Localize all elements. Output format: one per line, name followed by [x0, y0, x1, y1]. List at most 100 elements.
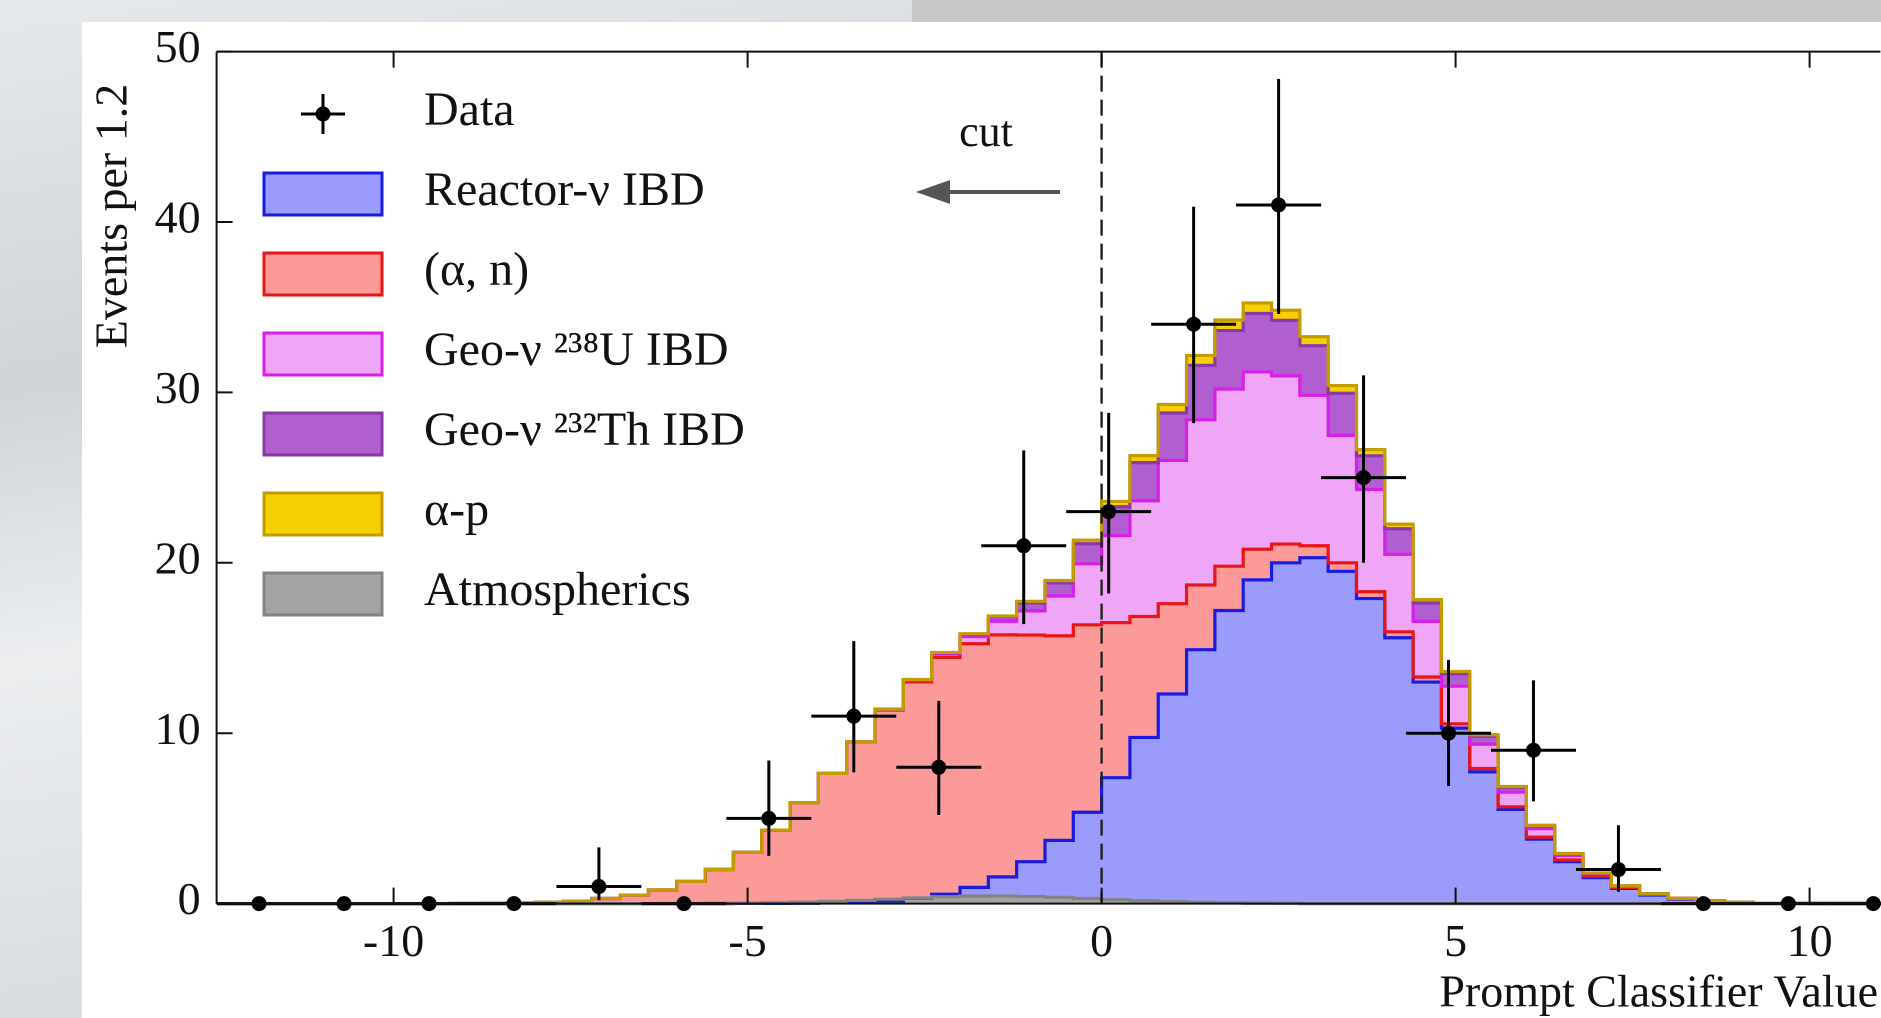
legend-swatch	[262, 251, 384, 297]
histogram-bar	[874, 709, 904, 902]
x-tick-label: 0	[1090, 915, 1113, 966]
legend-label: (α, n)	[424, 243, 529, 296]
histogram-bar	[1611, 888, 1640, 904]
histogram-bar	[1016, 610, 1046, 636]
histogram-bar	[1526, 838, 1556, 904]
histogram-bar	[1044, 582, 1074, 597]
histogram-bar	[988, 620, 1017, 636]
histogram-bar	[1356, 489, 1386, 593]
cut-arrow-head	[916, 180, 950, 204]
y-tick-label: 50	[155, 21, 201, 72]
histogram-bar	[1299, 345, 1329, 396]
histogram-bar	[1384, 637, 1414, 904]
histogram-bar	[761, 829, 791, 904]
cut-label: cut	[959, 107, 1013, 156]
legend-label: Atmospherics	[424, 563, 691, 616]
histogram-bar	[1554, 861, 1584, 904]
histogram-bar	[1157, 603, 1187, 695]
top-strip	[912, 0, 1881, 22]
histogram-bar	[988, 634, 1017, 878]
histogram-bar	[1327, 435, 1357, 564]
histogram-bar	[818, 773, 848, 904]
x-tick-label: -10	[363, 915, 424, 966]
x-tick-label: 10	[1787, 915, 1833, 966]
histogram-bar	[1072, 811, 1102, 904]
y-tick-label: 10	[155, 703, 201, 754]
histogram-bar	[1271, 562, 1301, 904]
histogram-bar	[1497, 791, 1527, 808]
histogram-bar	[1242, 548, 1272, 581]
histogram-bar	[1186, 419, 1216, 586]
x-tick-label: -5	[728, 915, 766, 966]
histogram-bar	[1356, 598, 1386, 904]
histogram-bar	[1072, 624, 1102, 813]
data-point	[1271, 197, 1287, 213]
histogram-bar	[1214, 610, 1244, 904]
histogram-bar	[1441, 727, 1471, 904]
histogram-bar	[648, 889, 678, 904]
histogram-bar	[1469, 743, 1499, 769]
histogram-bar	[1186, 649, 1216, 904]
data-point	[1525, 742, 1541, 758]
y-axis-label: Events per 1.2	[86, 84, 137, 348]
data-point	[1441, 725, 1457, 741]
histogram-bar	[903, 681, 932, 899]
data-point	[1356, 470, 1372, 486]
histogram-bar	[1412, 621, 1442, 678]
histogram-bar	[1327, 392, 1357, 436]
step-outline	[217, 301, 1881, 906]
histogram-bar	[1044, 595, 1074, 637]
histogram-bar	[1186, 365, 1216, 421]
histogram-bar	[1157, 460, 1187, 604]
histogram-bar	[1044, 635, 1074, 841]
histogram-bar	[1214, 330, 1244, 390]
histogram-bar	[1157, 412, 1187, 461]
histogram-bar	[1129, 500, 1159, 617]
legend-swatch	[262, 411, 384, 457]
legend-label: Geo-ν ²³⁸U IBD	[424, 323, 729, 376]
histogram-bar	[1044, 840, 1074, 904]
data-point	[846, 708, 862, 724]
histogram-bar	[1016, 634, 1046, 862]
data-point	[1016, 538, 1032, 554]
y-tick-label: 0	[178, 873, 201, 924]
y-tick-label: 30	[155, 362, 201, 413]
histogram-bar	[1242, 313, 1272, 373]
histogram-bar	[1271, 320, 1301, 377]
histogram-bar	[1497, 809, 1527, 904]
histogram-bar	[1242, 579, 1272, 904]
histogram-bar	[1101, 535, 1131, 623]
histogram-bar	[1129, 616, 1159, 738]
histogram-bar	[1157, 693, 1187, 904]
legend: Data Reactor-ν IBD (α, n) Geo-ν ²³⁸U IBD Geo…	[262, 83, 745, 617]
data-point	[931, 759, 947, 775]
histogram-bar	[846, 741, 876, 903]
histogram-bar	[1299, 545, 1329, 558]
histogram-bar	[1412, 602, 1442, 622]
data-point	[1101, 504, 1117, 520]
histogram-bar	[1271, 543, 1301, 564]
legend-label: Reactor-ν IBD	[424, 163, 705, 216]
histogram-bar	[1384, 528, 1414, 555]
legend-swatch	[262, 171, 384, 217]
legend-label: α-p	[424, 483, 489, 536]
data-point	[1186, 316, 1202, 332]
histogram-bar	[1271, 375, 1301, 545]
histogram-bar	[1582, 877, 1612, 904]
y-tick-label: 20	[155, 532, 201, 583]
histogram-bar	[1186, 584, 1216, 651]
histogram-bar	[1327, 571, 1357, 904]
x-axis-label: Prompt Classifier Value	[1439, 966, 1878, 1017]
histogram-bar	[1072, 563, 1102, 626]
histogram-bar	[1299, 557, 1329, 904]
histogram-bar	[1129, 462, 1159, 502]
histogram-bar	[931, 657, 961, 895]
plot-area	[217, 51, 1881, 912]
histogram-bar	[1412, 681, 1442, 904]
data-point	[761, 810, 777, 826]
legend-swatch	[262, 331, 384, 377]
legend-swatch	[262, 571, 384, 617]
histogram-bar	[1384, 553, 1414, 633]
